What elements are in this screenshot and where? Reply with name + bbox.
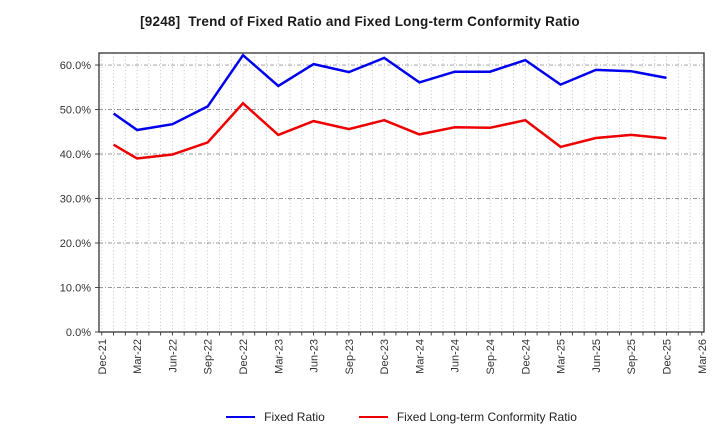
legend-item-fixed-long-term-conformity-ratio: Fixed Long-term Conformity Ratio <box>358 410 577 424</box>
x-tick-label: Mar-24 <box>414 339 426 374</box>
legend-line-icon-fixed-ratio <box>226 416 256 418</box>
plot-border <box>98 52 705 333</box>
x-tick-label: Mar-22 <box>132 339 144 374</box>
x-tick-label: Sep-24 <box>485 339 497 374</box>
x-tick-label: Sep-23 <box>344 339 356 374</box>
y-tick-label: 0.0% <box>66 327 91 339</box>
y-tick-label: 60.0% <box>60 60 91 72</box>
x-tick-label: Dec-25 <box>662 339 674 374</box>
legend-item-fixed-ratio: Fixed Ratio <box>226 410 325 424</box>
x-tick-label: Sep-25 <box>626 339 638 374</box>
legend-line-icon-fixed-long-term-conformity-ratio <box>358 416 388 418</box>
y-tick-label: 20.0% <box>60 238 91 250</box>
x-tick-label: Dec-22 <box>238 339 250 374</box>
x-tick-label: Jun-25 <box>591 339 603 373</box>
x-tick-label: Jun-22 <box>167 339 179 373</box>
x-tick-label: Mar-25 <box>556 339 568 374</box>
x-tick-label: Mar-23 <box>273 339 285 374</box>
legend-label-fixed-long-term-conformity-ratio: Fixed Long-term Conformity Ratio <box>396 410 577 424</box>
x-tick-label: Dec-21 <box>97 339 109 374</box>
x-tick-label: Sep-22 <box>203 339 215 374</box>
legend: Fixed Ratio Fixed Long-term Conformity R… <box>99 404 704 430</box>
x-tick-label: Mar-26 <box>697 339 709 374</box>
y-tick-label: 50.0% <box>60 104 91 116</box>
y-tick-label: 40.0% <box>60 149 91 161</box>
chart-title: [9248] Trend of Fixed Ratio and Fixed Lo… <box>140 14 580 29</box>
y-tick-label: 30.0% <box>60 193 91 205</box>
x-tick-label: Jun-23 <box>309 339 321 373</box>
series-line-fixed-ratio <box>112 53 667 132</box>
legend-label-fixed-ratio: Fixed Ratio <box>264 410 325 424</box>
x-tick-label: Dec-24 <box>520 339 532 374</box>
series-line-fixed-long-term-conformity-ratio <box>112 101 667 160</box>
y-tick-label: 10.0% <box>60 282 91 294</box>
x-tick-label: Jun-24 <box>450 339 462 373</box>
x-tick-label: Dec-23 <box>379 339 391 374</box>
